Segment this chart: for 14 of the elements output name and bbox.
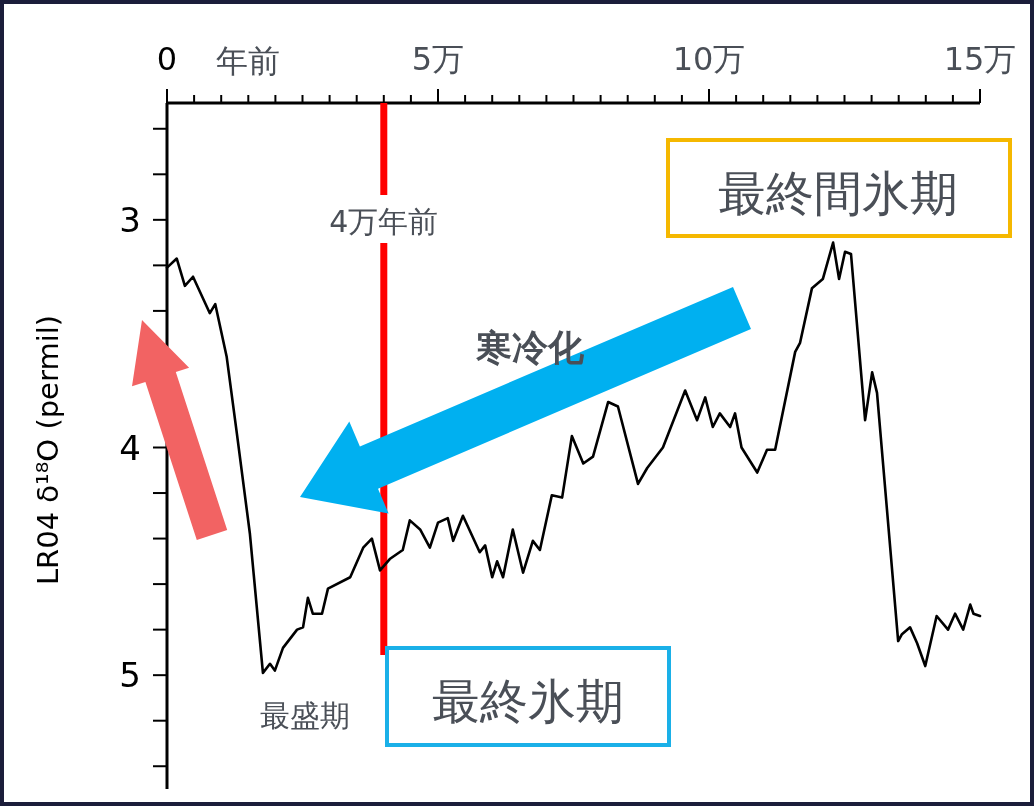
ref-line-label: 4万年前: [329, 204, 439, 239]
annotation: 寒冷化: [476, 327, 585, 368]
y-tick-label: 3: [119, 199, 141, 240]
annotation: 最盛期: [260, 698, 350, 733]
annotation: 最終氷期: [432, 673, 624, 729]
x-tick-label: 10万: [672, 40, 746, 78]
annotation: 最終間氷期: [718, 165, 958, 221]
y-tick-label: 4: [119, 427, 141, 468]
x-tick-label: 0: [156, 40, 178, 78]
y-tick-label: 5: [119, 655, 141, 696]
y-axis-title: LR04 δ¹⁸O (permil): [31, 314, 65, 586]
x-axis-title: 年前: [216, 42, 280, 80]
x-tick-label: 5万: [411, 40, 465, 78]
x-tick-label: 15万: [943, 40, 1017, 78]
